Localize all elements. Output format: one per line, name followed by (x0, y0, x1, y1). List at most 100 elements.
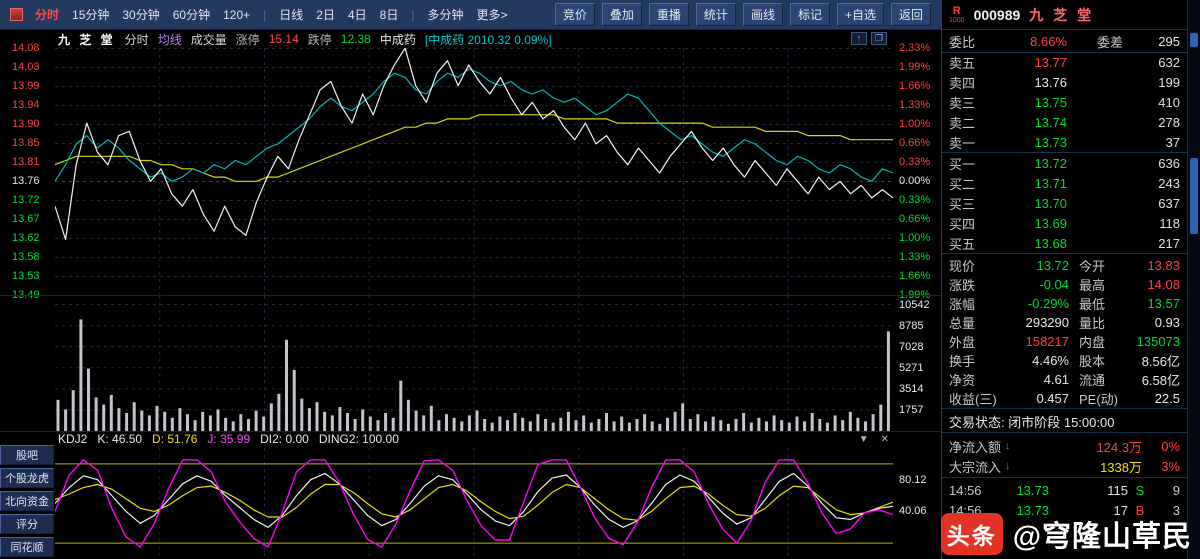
bid-row-4[interactable]: 买四 13.69 118 (942, 213, 1187, 233)
bid-price: 13.69 (1034, 215, 1067, 231)
side-tab-2[interactable]: 个股龙虎 (0, 468, 54, 488)
bid-row-5[interactable]: 买五 13.68 217 (942, 233, 1187, 253)
toolbar-action-4[interactable]: 统计 (695, 3, 736, 26)
toolbar-action-8[interactable]: 返回 (890, 3, 931, 26)
kdj-axis-label: 40.06 (899, 505, 927, 518)
volume-axis-label: 10542 (899, 298, 930, 311)
divider (942, 477, 1187, 478)
stat-label: 内盘 (1079, 335, 1106, 350)
bid-price: 13.70 (1034, 195, 1067, 211)
flow-label: 净流入额 (949, 439, 1002, 455)
toolbar-period-5[interactable]: 120+ (223, 7, 251, 22)
flow-row-2: 大宗流入 ↓ 1338万 3% (942, 456, 1187, 476)
kdj-header: KDJ2 K: 46.50 D: 51.76 J: 35.99 DI2: 0.0… (0, 430, 941, 448)
tab-timeshare[interactable]: 分时 (124, 32, 149, 47)
ask-row-3[interactable]: 卖三 13.75 410 (942, 92, 1187, 112)
toolbar-action-5[interactable]: 画线 (742, 3, 783, 26)
ask-row-5[interactable]: 卖一 13.73 37 (942, 132, 1187, 152)
toolbar-period-1[interactable]: 分时 (35, 8, 60, 22)
percent-axis-label: 2.33% (899, 42, 931, 54)
stat-value: 13.72 (1036, 258, 1069, 273)
scrollbar[interactable] (1187, 0, 1200, 559)
stat-value: 0.93 (1154, 315, 1180, 330)
stat-label: 涨幅 (949, 297, 976, 312)
chart-area: 九 芝 堂 分时 均线 成交量 涨停 15.14 跌停 12.38 中成药 [中… (0, 30, 941, 559)
toolbar-period-4[interactable]: 60分钟 (172, 8, 211, 22)
ask-row-4[interactable]: 卖二 13.74 278 (942, 112, 1187, 132)
chart-header: 九 芝 堂 分时 均线 成交量 涨停 15.14 跌停 12.38 中成药 [中… (0, 30, 941, 48)
toolbar-period-2[interactable]: 15分钟 (72, 8, 110, 22)
toolbar-period-7[interactable]: 日线 (279, 8, 304, 22)
percent-axis-label: 1.66% (899, 270, 931, 282)
kdj-axis-label: 80.12 (899, 473, 927, 486)
toolbar-period-13[interactable]: 更多> (476, 8, 508, 22)
kdj-ding2-value: DING2: 100.00 (318, 432, 399, 446)
close-icon[interactable]: ✕ (880, 433, 889, 445)
tick-volume: 17 (1113, 502, 1128, 518)
quote-panel: R 1000 000989 九 芝 堂 委比 8.66% 委差 295 卖五 13… (941, 0, 1187, 559)
toolbar-period-8[interactable]: 2日 (316, 8, 335, 22)
window-icon[interactable]: ❐ (871, 32, 887, 45)
flow-label: 大宗流入 (949, 459, 1002, 475)
chevron-down-icon[interactable]: ▼ (858, 433, 869, 445)
tick-side: B (1135, 502, 1145, 518)
toolbar-action-7[interactable]: +自选 (836, 3, 884, 26)
toolbar-action-3[interactable]: 重播 (648, 3, 689, 26)
bid-price: 13.72 (1034, 155, 1067, 171)
ask-price: 13.76 (1034, 74, 1067, 90)
bid-label: 买四 (949, 216, 976, 232)
sector-overlay[interactable]: [中成药 2010.32 0.09%] (424, 32, 552, 47)
expand-icon[interactable]: ↑ (851, 32, 867, 45)
weibi-value: 8.66% (1030, 33, 1067, 49)
stat-label: 收益(三) (949, 392, 997, 407)
sector-name[interactable]: 中成药 (379, 32, 416, 47)
price-axis-label: 13.94 (12, 99, 40, 111)
ask-price: 13.77 (1034, 54, 1067, 70)
percent-axis-label: 0.66% (899, 137, 931, 149)
toolbar-period-10[interactable]: 8日 (379, 8, 399, 22)
price-axis-label: 13.76 (12, 175, 40, 187)
percent-axis-label: 1.00% (899, 118, 931, 130)
limit-down-label: 跌停 (307, 32, 332, 47)
ask-volume: 410 (1158, 94, 1180, 110)
percent-axis-label: 0.66% (899, 213, 931, 225)
percent-axis-label: 1.33% (899, 99, 931, 111)
tab-volume[interactable]: 成交量 (190, 32, 227, 47)
stat-row: 换手 4.46% 股本 8.56亿 (942, 351, 1187, 370)
scrollbar-thumb[interactable] (1190, 33, 1198, 47)
price-axis-label: 14.03 (12, 61, 40, 73)
down-arrow-icon: ↓ (1005, 460, 1011, 472)
stat-row: 现价 13.72 今开 13.83 (942, 256, 1187, 275)
sell-queue: 卖五 13.77 632 卖四 13.76 199 卖三 13.75 410 卖二 13.74 278… (942, 52, 1187, 152)
timeshare-chart: 14.08 14.03 13.99 13.94 13.90 13.85 13.81 13.76… (0, 42, 941, 301)
weicha-value: 295 (1158, 33, 1180, 49)
stat-label: 总量 (949, 316, 976, 331)
limit-up-label: 涨停 (235, 32, 260, 47)
ask-row-1[interactable]: 卖五 13.77 632 (942, 52, 1187, 72)
percent-axis-label: 1.99% (899, 61, 931, 73)
bid-row-3[interactable]: 买三 13.70 637 (942, 193, 1187, 213)
side-tab-5[interactable]: 同花顺 (0, 537, 54, 557)
side-tab-3[interactable]: 北向资金 (0, 491, 54, 511)
bid-price: 13.68 (1034, 235, 1067, 251)
stat-row: 外盘 158217 内盘 135073 (942, 332, 1187, 351)
ask-row-2[interactable]: 卖四 13.76 199 (942, 72, 1187, 92)
side-tab-4[interactable]: 评分 (0, 514, 54, 534)
scrollbar-thumb[interactable] (1190, 158, 1198, 234)
toolbar-action-2[interactable]: 叠加 (601, 3, 642, 26)
kdj-title[interactable]: KDJ2 (58, 432, 88, 446)
toolbar-action-6[interactable]: 标记 (789, 3, 830, 26)
toolbar-action-1[interactable]: 竞价 (554, 3, 595, 26)
ask-volume: 37 (1165, 134, 1180, 150)
price-axis-label: 13.53 (12, 270, 40, 282)
toolbar-period-12[interactable]: 多分钟 (427, 8, 464, 22)
side-tab-1[interactable]: 股吧 (0, 445, 54, 465)
toolbar-period-9[interactable]: 4日 (347, 8, 367, 22)
tab-ma[interactable]: 均线 (157, 32, 182, 47)
limit-up-value: 15.14 (268, 32, 299, 46)
bid-row-1[interactable]: 买一 13.72 636 (942, 153, 1187, 173)
toolbar-period-3[interactable]: 30分钟 (122, 8, 160, 22)
app-menu-icon[interactable] (10, 8, 23, 21)
bid-row-2[interactable]: 买二 13.71 243 (942, 173, 1187, 193)
volume-axis-label: 7028 (899, 340, 924, 353)
